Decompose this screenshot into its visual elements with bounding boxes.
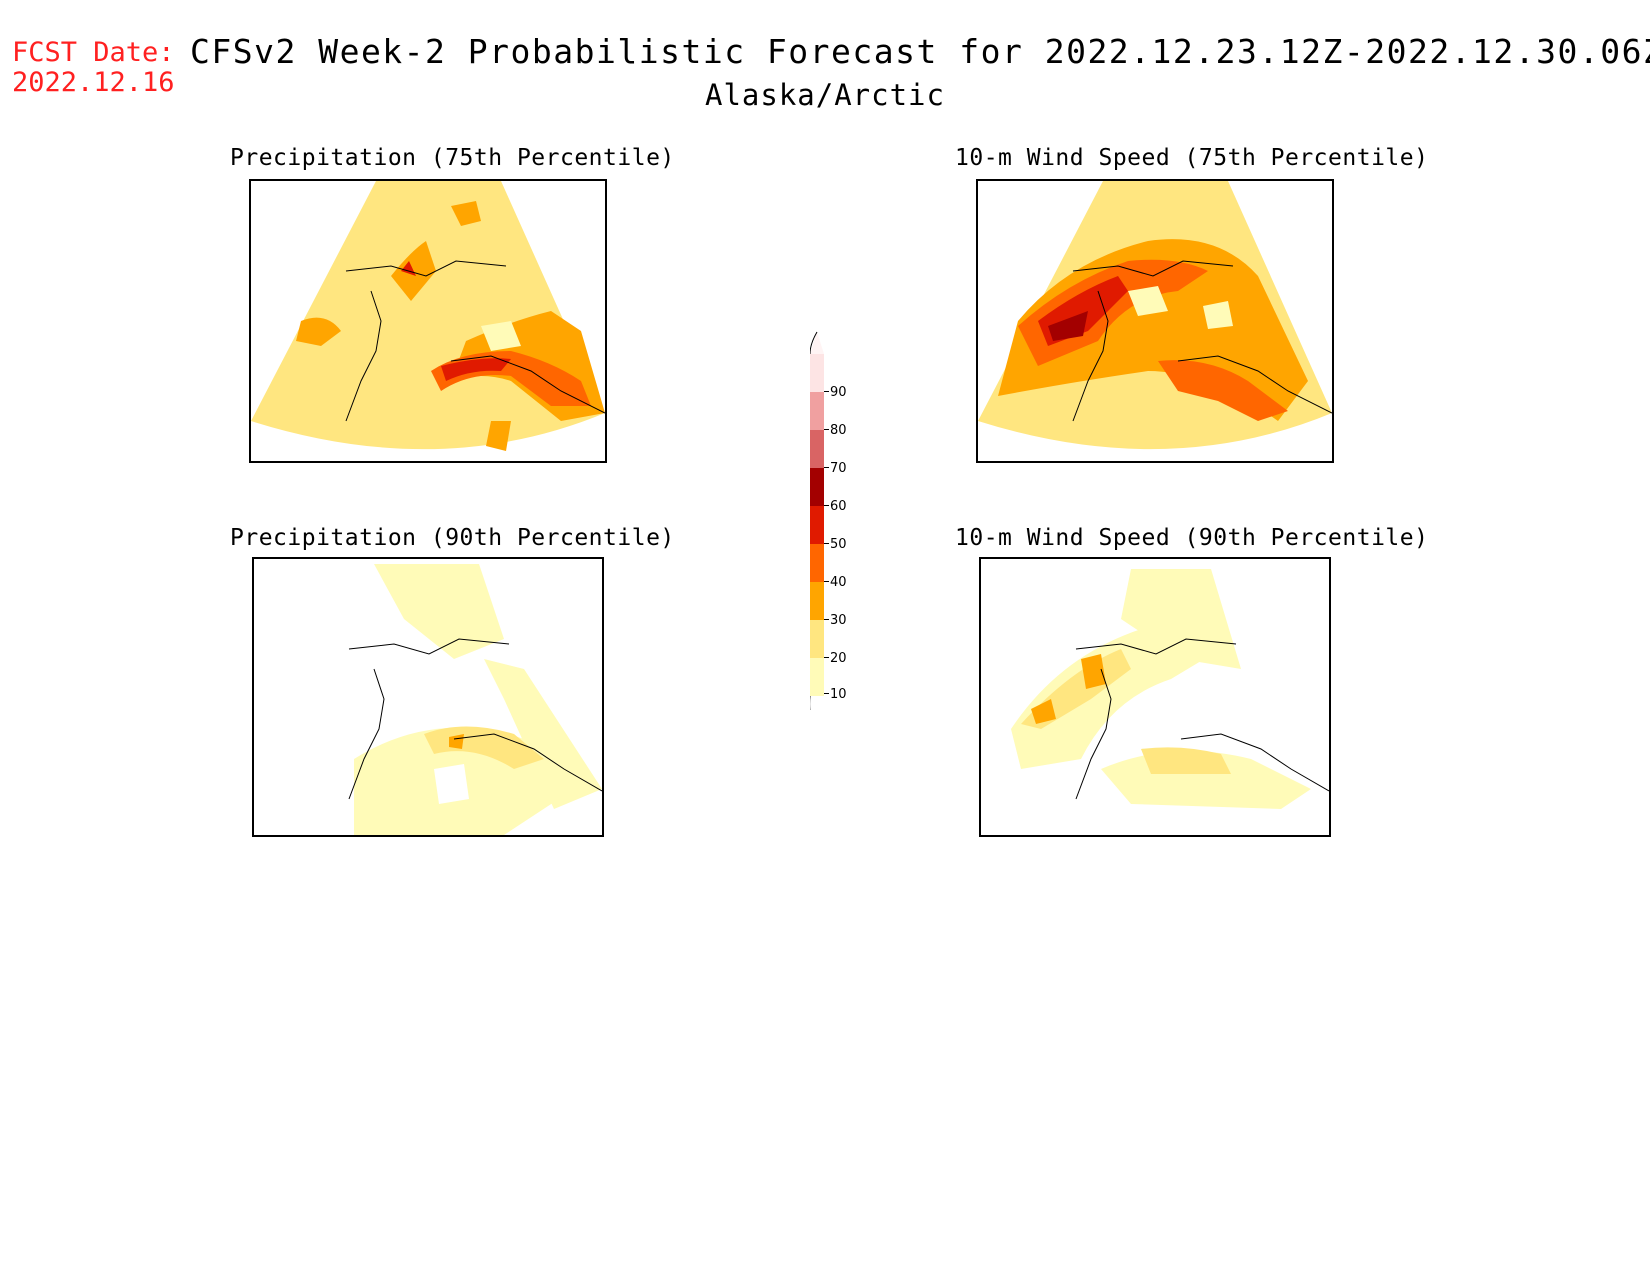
colorbar-label-20: 20 [830, 651, 847, 666]
colorbar-top-arrow [810, 332, 824, 354]
colorbar-swatch-3 [810, 544, 824, 582]
map-precip-90 [252, 557, 604, 837]
colorbar-label-30: 30 [830, 613, 847, 628]
map-wind-75-svg [978, 181, 1332, 450]
colorbar-label-60: 60 [830, 499, 847, 514]
map-wind-90-svg [1011, 569, 1329, 809]
colorbar-label-40: 40 [830, 575, 847, 590]
colorbar-swatch-6 [810, 430, 824, 468]
map-precip-75 [249, 179, 607, 463]
panel-title-wind-75: 10-m Wind Speed (75th Percentile) [955, 145, 1429, 171]
colorbar-swatch-4 [810, 506, 824, 544]
colorbar-swatch-0 [810, 658, 824, 696]
colorbar-swatch-5 [810, 468, 824, 506]
page-subtitle: Alaska/Arctic [705, 78, 945, 112]
fcst-date-value: 2022.12.16 [12, 67, 175, 98]
forecast-date-label: FCST Date: 2022.12.16 [12, 38, 175, 98]
colorbar-svg: 10 20 30 40 50 60 70 80 90 [809, 331, 847, 737]
colorbar-label-50: 50 [830, 537, 847, 552]
colorbar-swatch-2 [810, 582, 824, 620]
colorbar-label-70: 70 [830, 461, 847, 476]
map-precip-90-svg [348, 564, 602, 835]
map-wind-75 [976, 179, 1334, 463]
panel-title-wind-90: 10-m Wind Speed (90th Percentile) [955, 525, 1429, 551]
panel-title-precip-75: Precipitation (75th Percentile) [230, 145, 675, 171]
map-wind-90 [979, 557, 1331, 837]
panel-title-precip-90: Precipitation (90th Percentile) [230, 525, 675, 551]
colorbar-top-outline [809, 331, 818, 355]
colorbar: 10 20 30 40 50 60 70 80 90 [809, 330, 870, 737]
fcst-date-caption: FCST Date: [12, 37, 175, 68]
colorbar-swatch-1 [810, 620, 824, 658]
page-title: CFSv2 Week-2 Probabilistic Forecast for … [190, 32, 1650, 71]
colorbar-label-90: 90 [830, 385, 847, 400]
colorbar-label-80: 80 [830, 423, 847, 438]
map-precip-75-svg [251, 181, 605, 451]
colorbar-bottom-arrow [809, 695, 817, 737]
colorbar-swatch-7 [810, 392, 824, 430]
colorbar-swatch-8 [810, 354, 824, 392]
colorbar-label-10: 10 [830, 687, 847, 702]
